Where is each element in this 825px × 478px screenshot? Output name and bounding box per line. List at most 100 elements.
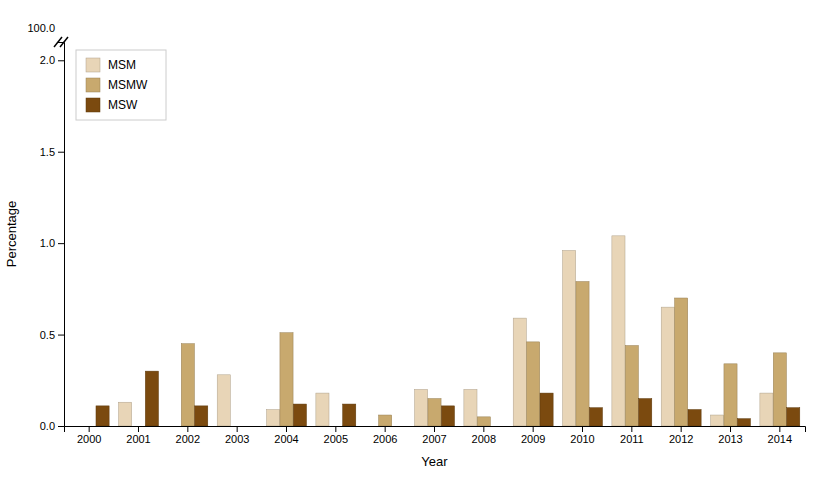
legend: MSM MSMW MSW xyxy=(76,50,166,120)
legend-swatch xyxy=(86,78,100,92)
bar xyxy=(675,298,688,426)
x-tick-mark xyxy=(335,426,336,432)
x-tick-label: 2011 xyxy=(620,433,644,445)
legend-swatch xyxy=(86,98,100,112)
bar xyxy=(688,410,701,426)
x-tick: 2011 xyxy=(620,426,644,445)
chart: 2000200120022003200420052006200720082009… xyxy=(0,0,825,478)
x-tick-mark xyxy=(138,426,139,432)
bar xyxy=(540,393,553,426)
y-tick: 2.0 xyxy=(40,54,64,66)
x-tick-mark xyxy=(483,426,484,432)
y-tick-label: 2.0 xyxy=(40,54,55,66)
y-tick-label: 1.0 xyxy=(40,237,55,249)
x-tick-mark xyxy=(187,426,188,432)
x-tick-mark xyxy=(286,426,287,432)
bar xyxy=(787,408,800,426)
bar xyxy=(625,346,638,426)
x-tick-mark xyxy=(434,426,435,432)
bar xyxy=(244,426,257,427)
bar xyxy=(527,342,540,426)
bar xyxy=(441,406,454,426)
y-tick: 0.5 xyxy=(40,329,64,341)
bar xyxy=(639,399,652,426)
x-tick: 2012 xyxy=(669,426,693,445)
legend-label: MSMW xyxy=(108,78,148,92)
x-tick-label: 2002 xyxy=(176,433,200,445)
y-tick-mark xyxy=(58,152,64,153)
x-tick-label: 2003 xyxy=(225,433,249,445)
bar xyxy=(428,399,441,426)
x-tick: 2000 xyxy=(77,426,101,445)
bar xyxy=(231,426,244,427)
bar xyxy=(267,410,280,426)
x-axis: 2000200120022003200420052006200720082009… xyxy=(65,426,806,445)
y-axis: 0.0 0.5 1.0 1.5 2.0 xyxy=(40,43,65,433)
bar xyxy=(661,307,674,426)
bars xyxy=(96,236,800,426)
axis-break xyxy=(54,37,68,47)
bar xyxy=(724,364,737,426)
bar xyxy=(217,375,230,426)
x-tick-label: 2008 xyxy=(472,433,496,445)
x-tick-mark xyxy=(89,426,90,432)
y-tick-mark xyxy=(58,243,64,244)
x-tick-mark xyxy=(730,426,731,432)
x-tick-mark xyxy=(237,426,238,432)
x-tick-label: 2013 xyxy=(718,433,742,445)
bar xyxy=(343,404,356,426)
x-tick-label: 2006 xyxy=(373,433,397,445)
x-tick-label: 2014 xyxy=(768,433,792,445)
y-axis-title: Percentage xyxy=(4,201,19,268)
bar xyxy=(589,408,602,426)
y-tick-label: 0.5 xyxy=(40,329,55,341)
bar xyxy=(612,236,625,426)
y-tick-mark xyxy=(58,335,64,336)
x-tick: 2010 xyxy=(570,426,594,445)
x-tick-label: 2000 xyxy=(77,433,101,445)
y-tick-label: 0.0 xyxy=(40,420,55,432)
bar xyxy=(392,426,405,427)
x-tick-label: 2012 xyxy=(669,433,693,445)
bar xyxy=(195,406,208,426)
bar-series xyxy=(119,236,773,426)
x-tick: 2006 xyxy=(373,426,397,445)
x-tick-label: 2009 xyxy=(521,433,545,445)
x-tick: 2002 xyxy=(176,426,200,445)
bar xyxy=(316,393,329,426)
bar xyxy=(711,415,724,426)
legend-label: MSW xyxy=(108,98,138,112)
legend-item: MSW xyxy=(86,98,138,112)
x-tick: 2008 xyxy=(472,426,496,445)
x-tick-mark xyxy=(385,426,386,432)
bar xyxy=(83,426,96,427)
bar xyxy=(181,344,194,426)
axis-break-mark xyxy=(60,37,68,47)
bar xyxy=(132,426,145,427)
y-tick-mark xyxy=(58,426,64,427)
y-tick-label: 1.5 xyxy=(40,146,55,158)
bar xyxy=(513,318,526,426)
annotation: 100.0 xyxy=(27,22,55,34)
bar xyxy=(96,406,109,426)
y-tick: 0.0 xyxy=(40,420,64,432)
legend-label: MSM xyxy=(108,58,136,72)
x-tick: 2007 xyxy=(422,426,446,445)
bar xyxy=(491,426,504,427)
bar xyxy=(329,426,342,427)
bar xyxy=(563,250,576,426)
bar xyxy=(293,404,306,426)
x-tick: 2014 xyxy=(768,426,792,445)
bar xyxy=(737,419,750,426)
x-axis-title: Year xyxy=(421,454,448,469)
x-axis-line xyxy=(65,427,806,433)
x-tick: 2009 xyxy=(521,426,545,445)
x-tick: 2004 xyxy=(274,426,298,445)
y-tick-mark xyxy=(58,60,64,61)
x-tick-label: 2005 xyxy=(324,433,348,445)
bar xyxy=(576,282,589,426)
x-tick-mark xyxy=(582,426,583,432)
y-axis-line xyxy=(58,43,65,427)
x-tick-mark xyxy=(631,426,632,432)
bar-series xyxy=(181,282,786,426)
